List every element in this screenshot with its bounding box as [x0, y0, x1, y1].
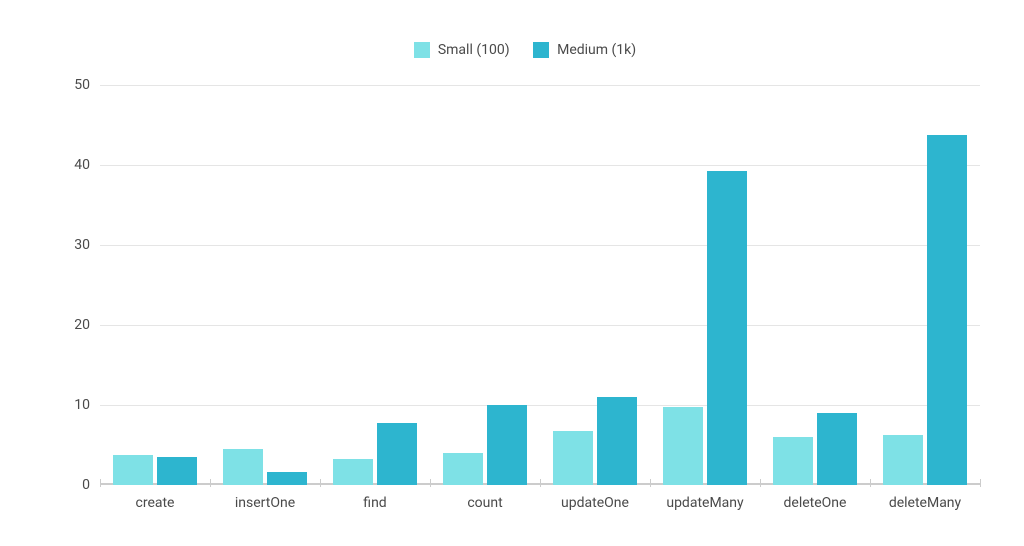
bar [883, 435, 923, 485]
gridline [100, 85, 980, 86]
x-axis-label: deleteOne [784, 495, 847, 511]
x-tick [210, 479, 211, 487]
plot-area: 01020304050createinsertOnefindcountupdat… [100, 85, 980, 485]
bar [333, 459, 373, 485]
x-axis-label: find [363, 495, 386, 511]
legend-swatch-small [414, 42, 430, 58]
bar [927, 135, 967, 485]
y-tick-label: 0 [82, 477, 90, 493]
bar [487, 405, 527, 485]
bar [157, 457, 197, 485]
legend-label-small: Small (100) [438, 42, 510, 58]
bar [443, 453, 483, 485]
x-tick [650, 479, 651, 487]
bar [597, 397, 637, 485]
y-tick-label: 10 [74, 397, 90, 413]
x-tick [430, 479, 431, 487]
x-axis-label: create [136, 495, 175, 511]
x-tick [320, 479, 321, 487]
chart-container: Small (100) Medium (1k) 01020304050creat… [60, 30, 990, 516]
legend: Small (100) Medium (1k) [60, 42, 990, 62]
y-tick-label: 20 [74, 317, 90, 333]
x-tick [760, 479, 761, 487]
legend-item-medium: Medium (1k) [533, 42, 636, 58]
bar [817, 413, 857, 485]
x-axis-label: count [467, 495, 502, 511]
bar [267, 472, 307, 485]
x-axis-label: updateMany [666, 495, 743, 511]
gridline [100, 325, 980, 326]
x-axis-label: deleteMany [889, 495, 961, 511]
y-tick-label: 40 [74, 157, 90, 173]
bar [553, 431, 593, 485]
x-axis-label: insertOne [235, 495, 295, 511]
x-tick [980, 479, 981, 487]
bar [377, 423, 417, 485]
y-tick-label: 30 [74, 237, 90, 253]
x-tick [540, 479, 541, 487]
bar [223, 449, 263, 485]
gridline [100, 245, 980, 246]
y-tick-label: 50 [74, 77, 90, 93]
bar [707, 171, 747, 485]
bar [663, 407, 703, 485]
bar [113, 455, 153, 485]
gridline [100, 405, 980, 406]
legend-item-small: Small (100) [414, 42, 510, 58]
legend-swatch-medium [533, 42, 549, 58]
x-tick [870, 479, 871, 487]
legend-label-medium: Medium (1k) [557, 42, 636, 58]
x-axis-label: updateOne [561, 495, 629, 511]
bar [773, 437, 813, 485]
gridline [100, 165, 980, 166]
x-tick [100, 479, 101, 487]
